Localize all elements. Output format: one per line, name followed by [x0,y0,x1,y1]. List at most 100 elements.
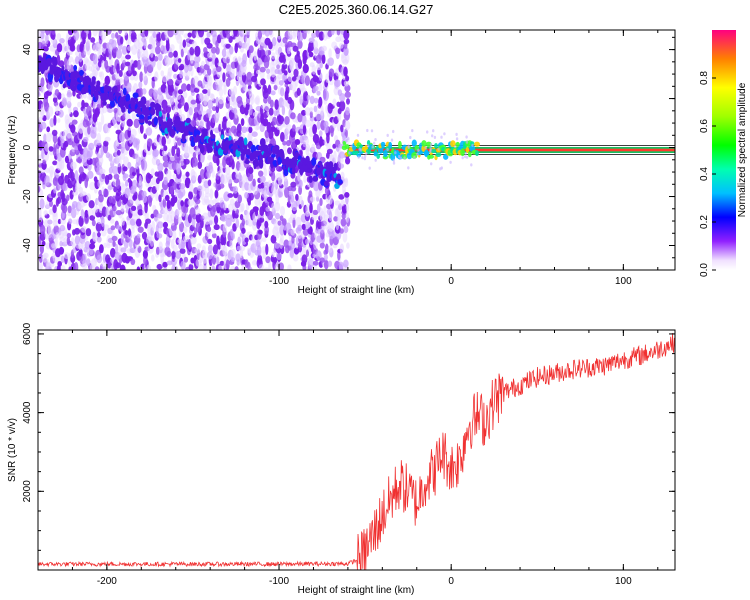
spectrogram-cell [66,95,72,104]
spectrogram-cell [229,228,234,237]
snr-xlabel: Height of straight line (km) [298,585,415,596]
spectrogram-cell [324,243,329,255]
spectrogram-cell [127,64,132,74]
spectrogram-cell [82,93,87,99]
spectrogram-cell [98,189,103,196]
spectrogram-cell [195,221,201,233]
spectrogram-cell [194,87,200,93]
spectrogram-cell [88,200,95,209]
snr-series-line [38,333,675,570]
x-tick-label: 0 [448,576,454,587]
spectrogram-cell [137,226,144,233]
spectrogram-cell [115,243,119,255]
spectrogram-cell [165,87,169,94]
spectrogram-track-cell [110,99,115,108]
spectrogram-cell [272,37,277,47]
spectrogram-cell [303,174,307,183]
spectrogram-cell [179,183,186,190]
spectrogram-cell [46,126,51,133]
spectrogram-cell [328,48,332,59]
spectrogram-cell [198,263,204,270]
spectrogram-cell [84,59,91,71]
onset-speckle [347,137,350,141]
spectrogram-cell [41,240,46,247]
spectrogram-ylabel: Frequency (Hz) [7,116,18,185]
spectrogram-cell [38,261,43,270]
spectrogram-cell [305,249,310,257]
spectrogram-cell [309,196,316,202]
spectrogram-cell [137,33,141,44]
spectrogram-cell [184,177,191,189]
spectrogram-cell [162,261,168,268]
spectrogram-track-cell [102,100,107,106]
spectrogram-cell [70,124,76,133]
spectrogram-cell [167,67,173,77]
spectrogram-cell [197,161,203,170]
spectrogram-cell [321,45,328,52]
spectrogram-cell [104,136,111,142]
spectrogram-track-cell [253,161,260,167]
spectrogram-cell [206,226,212,233]
spectrogram-y-ticks: -40 -20 0 20 40 [22,36,675,271]
spectrogram-cell [286,47,291,55]
spectrogram-cell [220,36,225,48]
spectrogram-cell [102,42,108,49]
onset-speckle [430,162,433,166]
spectrogram-track-cell [311,157,317,166]
spectrogram-cell [289,247,295,259]
spectrogram-cell [259,66,266,73]
spectrogram-cell [218,96,224,105]
spectrogram-cell [101,173,106,180]
spectrogram-cell [299,149,303,158]
y-tick-label: 40 [22,44,33,56]
spectrogram-cell [47,224,52,235]
spectrogram-cell [338,163,345,169]
spectrogram-cell [252,185,259,195]
spectrogram-track-cell [91,76,96,82]
snr-x-ticks: -200 -100 0 100 [37,330,659,587]
spectrogram-cell [84,209,89,219]
spectrogram-cell [206,108,212,115]
spectrogram-cell [81,226,87,233]
spectrogram-cell [244,192,249,199]
onset-speckle [361,156,364,160]
spectrogram-cell [67,205,72,214]
spectrogram-cell [123,156,129,167]
spectrogram-cell [130,31,137,40]
spectrogram-cell [323,224,329,230]
spectrogram-cell [142,249,148,259]
spectrogram-cell [55,232,59,239]
spectrogram-cell [297,112,303,123]
spectrogram-cell [345,157,351,165]
spectrogram-cell [64,155,70,164]
spectrogram-cell [248,266,253,270]
spectrogram-cell [227,193,234,198]
spectrogram-cell [339,228,344,234]
onset-speckle [407,145,410,149]
spectrogram-cell [162,161,170,168]
spectrogram-cell [211,169,215,178]
spectrogram-track-cell [113,85,118,93]
colorbar-tick-label: 0.2 [699,215,710,229]
spectrogram-cell [337,122,341,132]
spectrogram-cell [173,50,178,58]
spectrogram-cell [115,262,122,269]
spectrogram-cell [301,76,306,85]
spectrogram-cell [158,241,163,251]
spectrogram-cell [118,30,123,35]
spectrogram-track-cell [190,141,196,147]
spectrogram-cell [67,89,72,96]
spectrogram-cell [323,259,329,270]
spectrogram-cell [187,199,194,207]
spectrogram-track-cell [132,92,139,99]
spectrogram-cell [198,93,204,102]
spectrogram-cell [211,30,217,38]
spectrogram-cell [105,206,109,218]
spectrogram-cell [239,249,244,259]
spectrogram-cell [227,203,233,212]
spectrogram-cell [343,66,348,77]
spectrogram-cell [308,41,315,52]
spectrogram-cell [74,227,81,235]
spectrogram-cell [267,96,272,105]
spectrogram-cell [199,120,204,129]
